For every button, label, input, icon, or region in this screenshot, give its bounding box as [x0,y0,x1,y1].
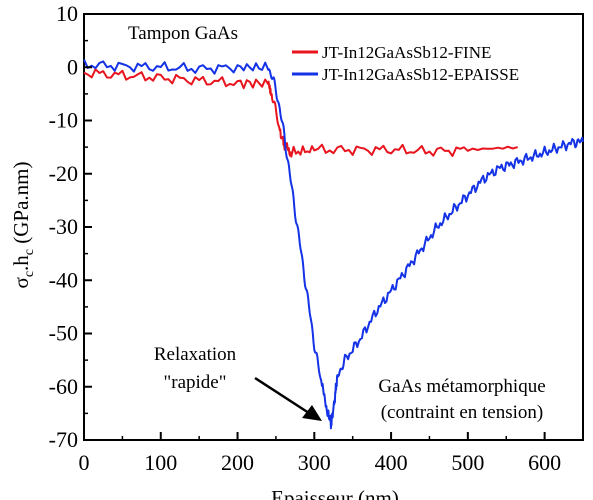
y-axis: 10 0 -10 -20 -30 -40 -50 -60 -70 [49,1,92,452]
y-tick-label: -40 [49,267,78,292]
series-line-0 [83,68,518,158]
y-tick-label: -60 [49,374,78,399]
series-lines [83,59,584,430]
series-line-1 [83,59,584,430]
annotation-tampon: Tampon GaAs [128,23,238,44]
annotation-arrow [254,376,322,421]
annotation-metamorphique-line1: GaAs métamorphique [378,376,545,397]
annotation-metamorphique-line2: (contraint en tension) [381,402,544,423]
y-axis-title-sub1: c [22,271,37,277]
x-tick-label: 400 [375,450,408,475]
x-tick-label: 200 [221,450,254,475]
y-tick-label: -70 [49,427,78,452]
annotation-relaxation-line1: Relaxation [154,344,237,365]
x-tick-label: 500 [451,450,484,475]
x-tick-label: 300 [298,450,331,475]
y-axis-title: σc.hc (GPa.nm) [9,161,37,288]
y-tick-label: -50 [49,321,78,346]
legend: JT-In12GaAsSb12-FINE JT-In12GaAsSb12-EPA… [292,43,519,84]
legend-label-epaisse: JT-In12GaAsSb12-EPAISSE [322,65,519,84]
y-tick-label: 10 [56,1,78,26]
y-tick-label: -30 [49,214,78,239]
y-axis-title-sigma: σ [9,277,33,288]
annotation-relaxation-line2: "rapide" [164,372,227,393]
y-axis-title-tail: (GPa.nm) [9,161,33,249]
y-tick-label: -20 [49,161,78,186]
x-tick-label: 600 [528,450,561,475]
legend-label-fine: JT-In12GaAsSb12-FINE [322,43,491,62]
x-tick-label: 0 [79,450,90,475]
y-axis-title-sub2: c [22,249,37,255]
y-axis-title-mid: .h [9,255,33,271]
y-tick-label: 0 [67,54,78,79]
y-tick-label: -10 [49,108,78,133]
x-tick-label: 100 [144,450,177,475]
x-axis-title: Epaisseur (nm) [271,486,399,500]
x-axis: 0 100 200 300 400 500 600 [79,432,561,475]
